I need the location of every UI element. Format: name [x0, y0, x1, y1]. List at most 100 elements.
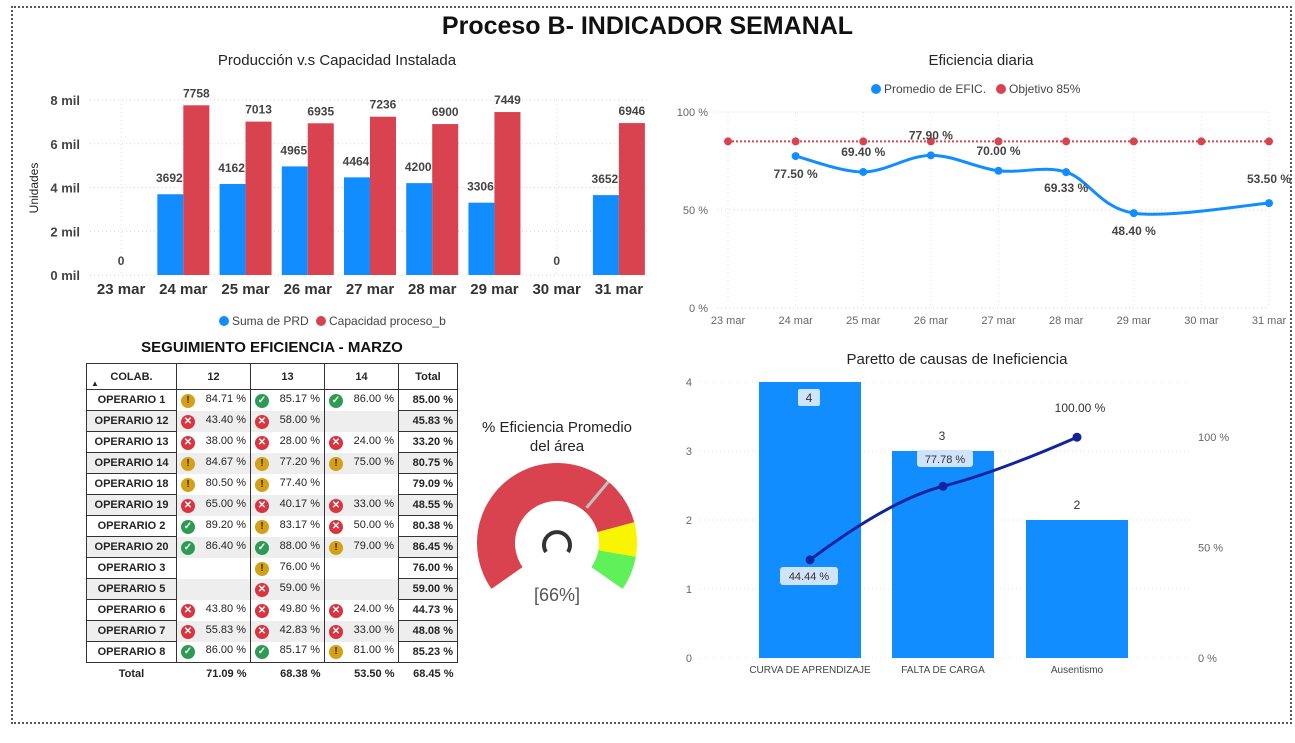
target-point — [994, 137, 1003, 146]
table-row[interactable]: OPERARIO 8 ✓ 86.00 % ✓ 85.17 %! 81.00 % 85.23 … — [86, 641, 458, 663]
header-total[interactable]: Total — [398, 363, 458, 390]
table-row[interactable]: OPERARIO 14! 84.67 %! 77.20 %! 75.00 % 80.75… — [86, 452, 458, 474]
gauge-title-line1: % Eficiencia Promedio — [481, 419, 633, 436]
table-row[interactable]: OPERARIO 2 ✓ 89.20 %! 83.17 % ✕ 50.00 % 80.38 … — [86, 515, 458, 537]
operator-total: 76.00 % — [398, 557, 458, 579]
efficiency-cell: ✕ 28.00 % — [250, 431, 325, 453]
header-week-12[interactable]: 12 — [176, 363, 251, 390]
efficiency-point — [994, 166, 1003, 175]
total-week-14: 53.50 % — [324, 662, 399, 685]
efficiency-value: 77.20 % — [279, 455, 320, 468]
table-row[interactable]: OPERARIO 20 ✓ 86.40 % ✓ 88.00 %! 79.00 % 86.45… — [86, 536, 458, 558]
pareto-bar — [1026, 520, 1128, 658]
bar-capacity — [307, 123, 334, 275]
efficiency-cell: ✕ 42.83 % — [250, 620, 325, 642]
operator-name: OPERARIO 18 — [86, 473, 177, 495]
sort-asc-icon[interactable]: ▲ — [91, 379, 99, 388]
efficiency-cell: ✓ 89.20 % — [176, 515, 251, 537]
efficiency-value: 38.00 % — [205, 434, 246, 447]
check-circle-icon: ✓ — [181, 645, 195, 660]
efficiency-value: 86.00 % — [205, 644, 246, 657]
chart-title: Eficiencia diaria — [928, 52, 1034, 69]
x-tick-label: 23 mar — [97, 281, 146, 298]
header-week-13[interactable]: 13 — [250, 363, 325, 390]
table-row[interactable]: OPERARIO 5 ✕ 59.00 % 59.00 % — [86, 578, 458, 600]
y-tick-label: 4 mil — [50, 181, 80, 196]
table-row[interactable]: OPERARIO 18! 80.50 %! 77.40 % 79.09 % — [86, 473, 458, 495]
efficiency-cell: ✕ 40.17 % — [250, 494, 325, 516]
production-capacity-chart[interactable]: Producción v.s Capacidad Instalada Unidad… — [20, 48, 670, 338]
total-grand: 68.45 % — [398, 662, 458, 685]
table-total-row: Total 71.09 % 68.38 % 53.50 % 68.45 % — [86, 662, 458, 685]
x-tick-label: 24 mar — [779, 315, 814, 327]
bar-label: 4 — [806, 391, 813, 405]
header-week-14[interactable]: 14 — [324, 363, 399, 390]
efficiency-cell: ✕ 55.83 % — [176, 620, 251, 642]
x-circle-icon: ✕ — [255, 582, 269, 597]
exclamation-circle-icon: ! — [255, 519, 269, 534]
data-label-prd: 3306 — [467, 180, 494, 194]
efficiency-cell: ! 83.17 % — [250, 515, 325, 537]
efficiency-cell: ! 75.00 % — [324, 452, 399, 474]
efficiency-value: 58.00 % — [279, 413, 320, 426]
efficiency-cell: ✕ 33.00 % — [324, 620, 399, 642]
efficiency-cell: ✕ 58.00 % — [250, 410, 325, 432]
total-row-label: Total — [86, 662, 177, 685]
exclamation-circle-icon: ! — [329, 456, 343, 471]
table-row[interactable]: OPERARIO 19 ✕ 65.00 % ✕ 40.17 % ✕ 33.00 % 48.55… — [86, 494, 458, 516]
x-circle-icon: ✕ — [255, 435, 269, 450]
efficiency-cell: ✕ 38.00 % — [176, 431, 251, 453]
efficiency-cell: ! 84.67 % — [176, 452, 251, 474]
efficiency-value: 80.50 % — [205, 476, 246, 489]
data-label-efficiency: 48.40 % — [1112, 224, 1156, 238]
bar-label: 3 — [939, 429, 946, 443]
line-label-bg — [917, 450, 973, 467]
efficiency-point — [926, 151, 935, 160]
x-circle-icon: ✕ — [255, 414, 269, 429]
x-tick-label: FALTA DE CARGA — [901, 665, 985, 676]
table-row[interactable]: OPERARIO 12 ✕ 43.40 % ✕ 58.00 % 45.83 % — [86, 410, 458, 432]
data-label-capacity: 7758 — [183, 86, 210, 100]
efficiency-cell: ✕ 43.80 % — [176, 599, 251, 621]
line-label: 44.44 % — [789, 571, 830, 583]
cumulative-point — [1072, 432, 1082, 442]
efficiency-cell: ✓ 88.00 % — [250, 536, 325, 558]
bar-prd — [281, 166, 308, 275]
table-row[interactable]: OPERARIO 1! 84.71 % ✓ 85.17 % ✓ 86.00 % 85.00 … — [86, 389, 458, 411]
y2-tick-label: 50 % — [1198, 543, 1223, 555]
x-tick-label: 28 mar — [1049, 315, 1084, 327]
table-row[interactable]: OPERARIO 13 ✕ 38.00 % ✕ 28.00 % ✕ 24.00 % 33.20… — [86, 431, 458, 453]
line-label: 100.00 % — [1055, 401, 1106, 415]
efficiency-gauge[interactable]: [66%] — [467, 458, 647, 608]
x-circle-icon: ✕ — [181, 603, 195, 618]
operator-total: 59.00 % — [398, 578, 458, 600]
target-point — [1129, 137, 1138, 146]
table-header-row: COLAB. ▲ 12 13 14 Total — [86, 363, 458, 390]
efficiency-value: 43.80 % — [205, 602, 246, 615]
pareto-bar — [759, 382, 861, 658]
exclamation-circle-icon: ! — [329, 645, 343, 660]
y-tick-label: 0 % — [689, 303, 708, 315]
table-row[interactable]: OPERARIO 3! 76.00 % 76.00 % — [86, 557, 458, 579]
header-colab[interactable]: COLAB. ▲ — [86, 363, 177, 390]
table-row[interactable]: OPERARIO 6 ✕ 43.80 % ✕ 49.80 % ✕ 24.00 % 44.73 … — [86, 599, 458, 621]
table-row[interactable]: OPERARIO 7 ✕ 55.83 % ✕ 42.83 % ✕ 33.00 % 48.08 … — [86, 620, 458, 642]
bar-label-bg — [798, 389, 820, 406]
exclamation-circle-icon: ! — [181, 393, 195, 408]
y-tick-label: 0 mil — [50, 268, 80, 283]
operator-name: OPERARIO 20 — [86, 536, 177, 558]
pareto-chart[interactable]: Paretto de causas de Ineficiencia 0 1 2 3 4 0 … — [672, 345, 1292, 685]
efficiency-cell: ✕ 50.00 % — [324, 515, 399, 537]
legend-label-prd: Suma de PRD — [232, 314, 309, 328]
x-tick-label: 30 mar — [1184, 315, 1219, 327]
efficiency-cell — [324, 473, 399, 495]
efficiency-value: 28.00 % — [279, 434, 320, 447]
data-label-prd: 0 — [553, 254, 560, 268]
operator-total: 44.73 % — [398, 599, 458, 621]
data-label-prd: 4162 — [218, 161, 245, 175]
efficiency-cell: ! 80.50 % — [176, 473, 251, 495]
x-circle-icon: ✕ — [181, 624, 195, 639]
efficiency-cell: ✓ 86.00 % — [324, 389, 399, 411]
data-label-efficiency: 77.50 % — [774, 167, 818, 181]
daily-efficiency-chart[interactable]: Eficiencia diaria Promedio de EFIC. Objeti… — [672, 48, 1292, 338]
